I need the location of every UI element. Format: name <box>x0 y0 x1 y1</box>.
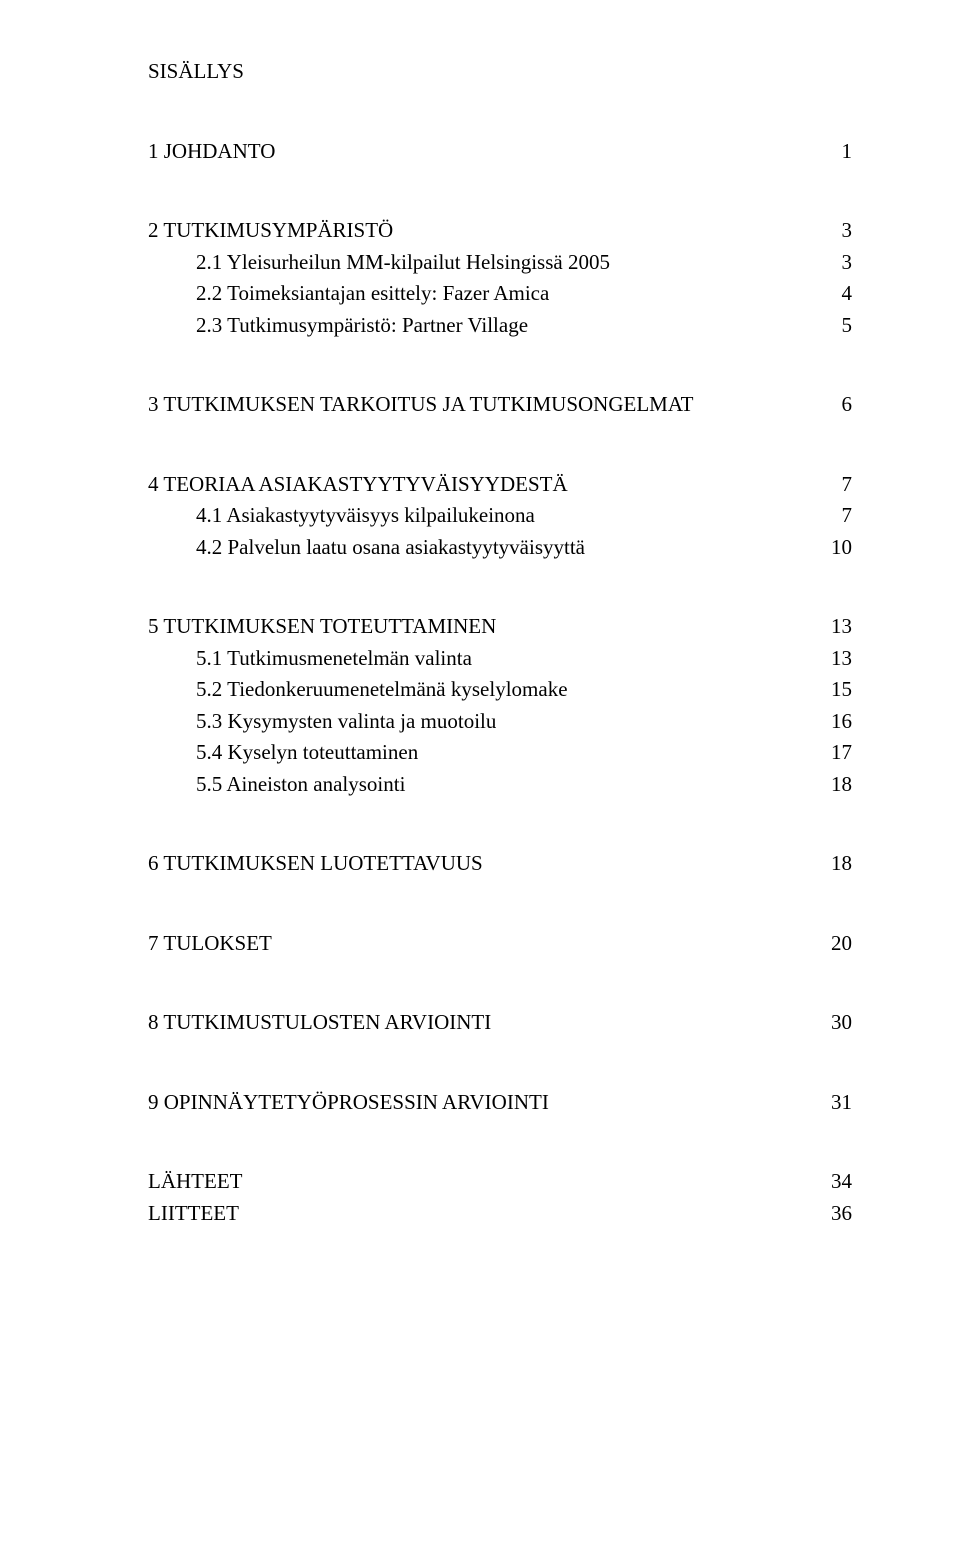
toc-page-number: 31 <box>824 1087 852 1119</box>
toc-row: 2.2 Toimeksiantajan esittely: Fazer Amic… <box>148 278 852 310</box>
toc-row: 2.1 Yleisurheilun MM-kilpailut Helsingis… <box>148 247 852 279</box>
toc-row: 5.2 Tiedonkeruumenetelmänä kyselylomake1… <box>148 674 852 706</box>
toc-row: LIITTEET36 <box>148 1198 852 1230</box>
toc-row: 4.1 Asiakastyytyväisyys kilpailukeinona7 <box>148 500 852 532</box>
toc-row: 2 TUTKIMUSYMPÄRISTÖ3 <box>148 215 852 247</box>
toc-label: 7 TULOKSET <box>148 928 824 960</box>
toc-page-number: 17 <box>824 737 852 769</box>
toc-row: 7 TULOKSET20 <box>148 928 852 960</box>
toc-section: 5 TUTKIMUKSEN TOTEUTTAMINEN135.1 Tutkimu… <box>148 611 852 800</box>
toc-page-number: 5 <box>824 310 852 342</box>
toc-row: 4 TEORIAA ASIAKASTYYTYVÄISYYDESTÄ7 <box>148 469 852 501</box>
toc-title: SISÄLLYS <box>148 56 852 88</box>
toc-page-number: 13 <box>824 643 852 675</box>
toc-page-number: 7 <box>824 500 852 532</box>
toc-label: 2.2 Toimeksiantajan esittely: Fazer Amic… <box>148 278 824 310</box>
toc-page-number: 3 <box>824 215 852 247</box>
toc-row: 8 TUTKIMUSTULOSTEN ARVIOINTI30 <box>148 1007 852 1039</box>
toc-section: 9 OPINNÄYTETYÖPROSESSIN ARVIOINTI31 <box>148 1087 852 1119</box>
toc-label: 2.1 Yleisurheilun MM-kilpailut Helsingis… <box>148 247 824 279</box>
toc-row: 5 TUTKIMUKSEN TOTEUTTAMINEN13 <box>148 611 852 643</box>
toc-label: 6 TUTKIMUKSEN LUOTETTAVUUS <box>148 848 824 880</box>
toc-body: 1 JOHDANTO1 2 TUTKIMUSYMPÄRISTÖ32.1 Yleis… <box>148 136 852 1230</box>
toc-page-number: 6 <box>824 389 852 421</box>
toc-label: 5.1 Tutkimusmenetelmän valinta <box>148 643 824 675</box>
toc-page-number: 36 <box>824 1198 852 1230</box>
toc-page-number: 4 <box>824 278 852 310</box>
toc-row: 5.3 Kysymysten valinta ja muotoilu16 <box>148 706 852 738</box>
toc-label: 5.2 Tiedonkeruumenetelmänä kyselylomake <box>148 674 824 706</box>
toc-page-number: 10 <box>824 532 852 564</box>
toc-label: LIITTEET <box>148 1198 824 1230</box>
toc-row: 3 TUTKIMUKSEN TARKOITUS JA TUTKIMUSONGEL… <box>148 389 852 421</box>
toc-label: 4.2 Palvelun laatu osana asiakastyytyväi… <box>148 532 824 564</box>
toc-section: 4 TEORIAA ASIAKASTYYTYVÄISYYDESTÄ74.1 As… <box>148 469 852 564</box>
toc-label: 9 OPINNÄYTETYÖPROSESSIN ARVIOINTI <box>148 1087 824 1119</box>
toc-label: 1 JOHDANTO <box>148 136 824 168</box>
toc-page-number: 13 <box>824 611 852 643</box>
toc-page-number: 18 <box>824 769 852 801</box>
toc-section: LÄHTEET34LIITTEET36 <box>148 1166 852 1229</box>
toc-label: 4 TEORIAA ASIAKASTYYTYVÄISYYDESTÄ <box>148 469 824 501</box>
toc-label: LÄHTEET <box>148 1166 824 1198</box>
toc-label: 8 TUTKIMUSTULOSTEN ARVIOINTI <box>148 1007 824 1039</box>
toc-page-number: 16 <box>824 706 852 738</box>
toc-section: 8 TUTKIMUSTULOSTEN ARVIOINTI30 <box>148 1007 852 1039</box>
toc-row: 5.5 Aineiston analysointi18 <box>148 769 852 801</box>
toc-section: 1 JOHDANTO1 <box>148 136 852 168</box>
toc-row: 2.3 Tutkimusympäristö: Partner Village5 <box>148 310 852 342</box>
toc-label: 2 TUTKIMUSYMPÄRISTÖ <box>148 215 824 247</box>
toc-page-number: 20 <box>824 928 852 960</box>
toc-page-number: 18 <box>824 848 852 880</box>
toc-row: 1 JOHDANTO1 <box>148 136 852 168</box>
toc-page-number: 15 <box>824 674 852 706</box>
toc-row: 5.4 Kyselyn toteuttaminen17 <box>148 737 852 769</box>
toc-label: 5.3 Kysymysten valinta ja muotoilu <box>148 706 824 738</box>
toc-page-number: 30 <box>824 1007 852 1039</box>
toc-section: 6 TUTKIMUKSEN LUOTETTAVUUS18 <box>148 848 852 880</box>
toc-row: 4.2 Palvelun laatu osana asiakastyytyväi… <box>148 532 852 564</box>
toc-page-number: 3 <box>824 247 852 279</box>
toc-row: LÄHTEET34 <box>148 1166 852 1198</box>
toc-page-number: 34 <box>824 1166 852 1198</box>
toc-label: 2.3 Tutkimusympäristö: Partner Village <box>148 310 824 342</box>
toc-section: 2 TUTKIMUSYMPÄRISTÖ32.1 Yleisurheilun MM… <box>148 215 852 341</box>
toc-label: 5 TUTKIMUKSEN TOTEUTTAMINEN <box>148 611 824 643</box>
toc-label: 3 TUTKIMUKSEN TARKOITUS JA TUTKIMUSONGEL… <box>148 389 824 421</box>
toc-section: 7 TULOKSET20 <box>148 928 852 960</box>
toc-row: 6 TUTKIMUKSEN LUOTETTAVUUS18 <box>148 848 852 880</box>
toc-row: 5.1 Tutkimusmenetelmän valinta13 <box>148 643 852 675</box>
toc-page-number: 1 <box>824 136 852 168</box>
toc-label: 5.5 Aineiston analysointi <box>148 769 824 801</box>
toc-row: 9 OPINNÄYTETYÖPROSESSIN ARVIOINTI31 <box>148 1087 852 1119</box>
toc-section: 3 TUTKIMUKSEN TARKOITUS JA TUTKIMUSONGEL… <box>148 389 852 421</box>
toc-label: 4.1 Asiakastyytyväisyys kilpailukeinona <box>148 500 824 532</box>
toc-label: 5.4 Kyselyn toteuttaminen <box>148 737 824 769</box>
toc-page-number: 7 <box>824 469 852 501</box>
